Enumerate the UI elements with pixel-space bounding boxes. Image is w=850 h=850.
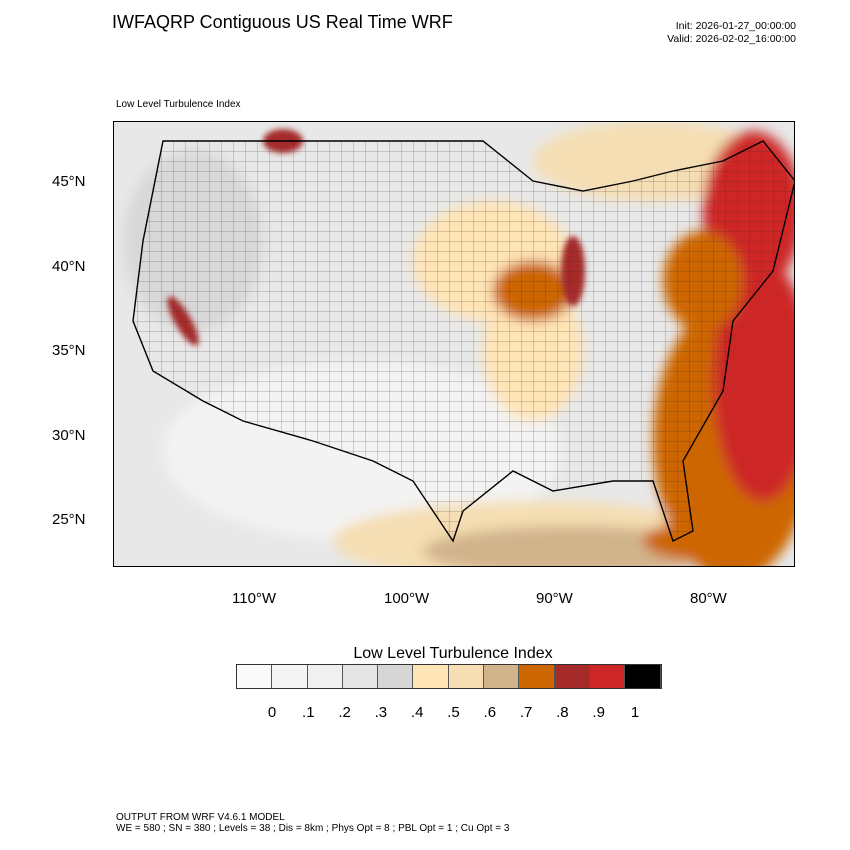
colorbar-swatch (378, 665, 414, 688)
colorbar-label: .6 (483, 704, 497, 721)
field-subtitle: Low Level Turbulence Index (116, 99, 241, 110)
colorbar-swatch (237, 665, 273, 688)
turbulence-map (113, 121, 795, 567)
colorbar-swatch (589, 665, 626, 688)
lon-label: 80°W (690, 590, 727, 607)
conus-outline (132, 140, 795, 543)
lat-label: 30°N (52, 427, 86, 444)
footer-model: OUTPUT FROM WRF V4.6.1 MODEL (116, 812, 285, 823)
map-frame (113, 121, 795, 567)
colorbar-swatch (342, 665, 379, 688)
colorbar-swatch (519, 665, 555, 688)
colorbar-swatch (484, 665, 520, 688)
colorbar-label: .2 (338, 704, 351, 721)
plot-title: IWFAQRP Contiguous US Real Time WRF (112, 12, 453, 32)
lon-label: 100°W (384, 590, 430, 607)
colorbar-swatch (272, 665, 308, 688)
lon-label: 90°W (536, 590, 573, 607)
colorbar-swatch (307, 665, 343, 688)
lon-label: 110°W (232, 590, 277, 607)
colorbar-label: .7 (519, 704, 533, 721)
footer-config: WE = 580 ; SN = 380 ; Levels = 38 ; Dis … (116, 823, 510, 834)
colorbar-swatch (448, 665, 485, 688)
lat-label: 25°N (52, 511, 86, 528)
colorbar-label: .9 (592, 704, 605, 721)
colorbar-title: Low Level Turbulence Index (353, 645, 553, 662)
lat-label: 35°N (52, 342, 86, 359)
colorbar-label: .5 (447, 704, 460, 721)
colorbar-label: .3 (374, 704, 388, 721)
colorbar-label: .1 (302, 704, 315, 721)
colorbar (236, 664, 662, 689)
colorbar-label: .4 (410, 704, 424, 721)
colorbar-label: 0 (267, 704, 277, 721)
colorbar-swatch (413, 665, 449, 688)
colorbar-label: 1 (630, 704, 640, 721)
colorbar-label: .8 (556, 704, 569, 721)
colorbar-swatch (625, 665, 661, 688)
colorbar-swatch (554, 665, 590, 688)
lat-label: 40°N (52, 258, 86, 275)
valid-time: Valid: 2026-02-02_16:00:00 (667, 33, 796, 45)
lat-label: 45°N (52, 173, 86, 190)
init-time: Init: 2026-01-27_00:00:00 (675, 20, 796, 32)
